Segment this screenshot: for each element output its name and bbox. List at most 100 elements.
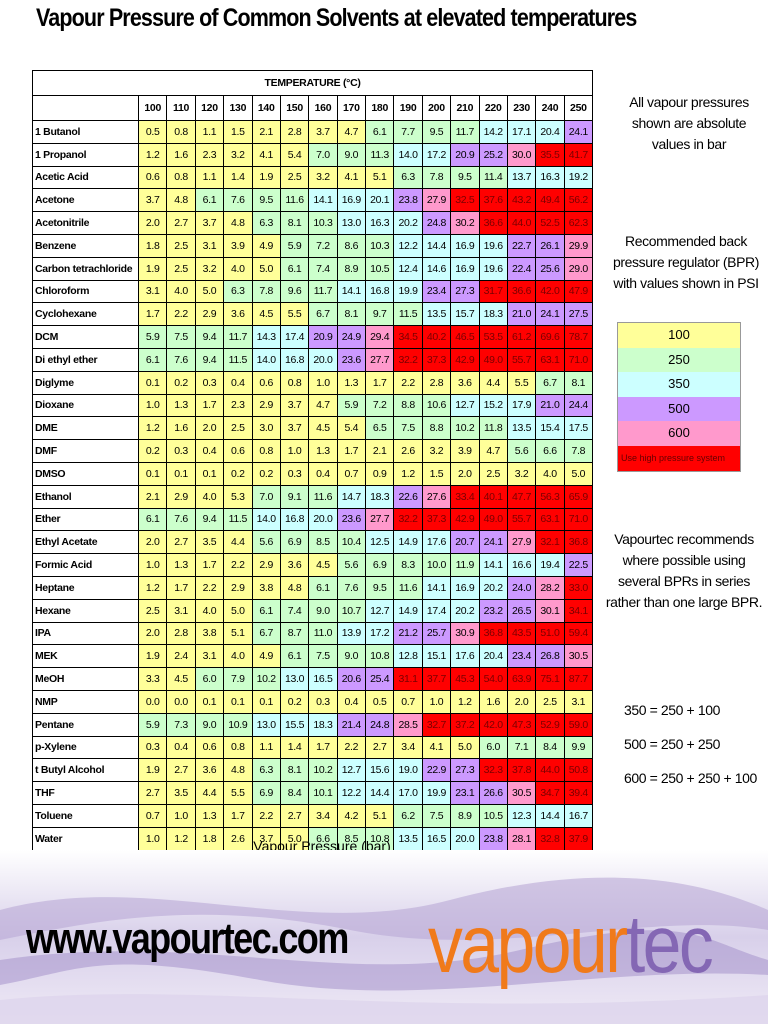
pressure-cell: 3.7 [279, 416, 310, 441]
pressure-cell: 9.6 [279, 279, 310, 304]
pressure-cell: 63.9 [506, 667, 537, 691]
pressure-cell: 0.2 [166, 370, 196, 395]
logo: vapourtec [428, 898, 714, 992]
pressure-cell: 42.9 [450, 347, 480, 372]
pressure-cell: 0.3 [194, 370, 225, 395]
pressure-cell: 29.9 [563, 233, 594, 258]
pressure-cell: 46.5 [450, 325, 480, 349]
pressure-cell: 47.7 [506, 484, 537, 509]
pressure-cell: 14.4 [421, 233, 452, 258]
pressure-cell: 0.1 [166, 461, 196, 486]
solvent-name: THF [32, 781, 139, 805]
solvent-name: MEK [32, 644, 139, 669]
pressure-cell: 30.5 [506, 781, 537, 805]
pressure-cell: 20.2 [478, 575, 508, 600]
pressure-cell: 0.1 [137, 370, 168, 395]
pressure-cell: 6.7 [308, 302, 338, 327]
pressure-cell: 5.0 [563, 461, 594, 486]
pressure-cell: 21.0 [535, 393, 565, 418]
pressure-cell: 16.8 [364, 279, 395, 304]
solvent-row: Acetic Acid 0.6 0.8 1.1 1.4 1.9 2.5 3.2 4.1 5.1 6.… [32, 165, 594, 190]
temperature: 100 [137, 95, 168, 121]
pressure-cell: 16.8 [279, 347, 310, 372]
pressure-cell: 14.1 [308, 188, 338, 213]
pressure-cell: 32.7 [421, 712, 452, 737]
pressure-cell: 32.2 [393, 347, 423, 372]
pressure-cell: 6.1 [364, 120, 395, 144]
pressure-cell: 7.5 [421, 803, 452, 828]
pressure-cell: 6.1 [137, 507, 168, 532]
pressure-cell: 2.9 [223, 575, 253, 600]
temperature: 210 [450, 95, 480, 121]
pressure-cell: 0.2 [223, 461, 253, 486]
logo-second: tec [625, 899, 714, 990]
pressure-cell: 1.2 [450, 689, 480, 714]
pressure-cell: 3.0 [251, 416, 281, 441]
solvent-row: Cyclohexane 1.7 2.2 2.9 3.6 4.5 5.5 6.7 8.1 9.7 11… [32, 302, 594, 327]
pressure-cell: 13.5 [421, 302, 452, 327]
solvent-name: Benzene [32, 233, 139, 258]
pressure-cell: 16.9 [450, 575, 480, 600]
pressure-cell: 8.1 [279, 758, 310, 783]
pressure-cell: 14.1 [336, 279, 367, 304]
solvent-row: DME 1.2 1.6 2.0 2.5 3.0 3.7 4.5 5.4 6.5 7.5 8.8 10.2… [32, 416, 594, 441]
pressure-cell: 47.9 [563, 279, 594, 304]
pressure-cell: 1.0 [166, 803, 196, 828]
pressure-cell: 3.6 [450, 370, 480, 395]
pressure-cell: 12.7 [336, 758, 367, 783]
pressure-cell: 9.0 [194, 712, 225, 737]
solvent-name: Formic Acid [32, 553, 139, 577]
pressure-cell: 33.4 [450, 484, 480, 509]
pressure-cell: 32.8 [535, 826, 565, 851]
pressure-cell: 2.7 [166, 758, 196, 783]
pressure-cell: 18.3 [478, 302, 508, 327]
pressure-cell: 0.4 [223, 370, 253, 395]
pressure-cell: 4.0 [535, 461, 565, 486]
pressure-cell: 14.4 [364, 781, 395, 805]
pressure-cell: 0.1 [251, 689, 281, 714]
solvent-name: DMSO [32, 461, 139, 486]
pressure-cell: 0.0 [137, 689, 168, 714]
pressure-cell: 42.9 [450, 507, 480, 532]
pressure-cell: 2.5 [478, 461, 508, 486]
solvent-row: 1 Propanol 1.2 1.6 2.3 3.2 4.1 5.4 7.0 9.0 11.3 14… [32, 142, 594, 167]
pressure-cell: 27.3 [450, 279, 480, 304]
pressure-cell: 9.7 [364, 302, 395, 327]
pressure-cell: 6.1 [308, 575, 338, 600]
pressure-cell: 25.7 [421, 621, 452, 646]
equation: 350 = 250 + 100 [624, 702, 720, 718]
pressure-cell: 5.0 [450, 735, 480, 760]
pressure-cell: 11.6 [308, 484, 338, 509]
solvent-row: Formic Acid 1.0 1.3 1.7 2.2 2.9 3.6 4.5 5.6 6.9 8.… [32, 553, 594, 577]
pressure-cell: 5.1 [223, 621, 253, 646]
legend: 100 250 350 500 600 Use high pressure system [617, 322, 741, 472]
pressure-cell: 13.5 [506, 416, 537, 441]
pressure-cell: 0.1 [137, 461, 168, 486]
pressure-cell: 3.1 [194, 644, 225, 669]
pressure-cell: 4.7 [478, 439, 508, 463]
pressure-cell: 4.5 [308, 416, 338, 441]
pressure-cell: 2.6 [393, 439, 423, 463]
pressure-cell: 14.7 [336, 484, 367, 509]
pressure-cell: 28.2 [535, 575, 565, 600]
pressure-cell: 6.1 [194, 188, 225, 213]
solvent-row: Dioxane 1.0 1.3 1.7 2.3 2.9 3.7 4.7 5.9 7.2 8.8 10.… [32, 393, 594, 418]
solvent-name: Acetone [32, 188, 139, 213]
pressure-cell: 5.6 [506, 439, 537, 463]
pressure-cell: 4.0 [194, 598, 225, 623]
temperature: 180 [364, 95, 395, 121]
pressure-cell: 2.5 [166, 233, 196, 258]
pressure-cell: 1.0 [137, 393, 168, 418]
pressure-cell: 71.0 [563, 507, 594, 532]
temperature: 240 [535, 95, 565, 121]
pressure-cell: 0.3 [279, 461, 310, 486]
pressure-cell: 6.1 [279, 256, 310, 281]
pressure-cell: 6.3 [393, 165, 423, 190]
pressure-cell: 69.6 [535, 325, 565, 349]
solvent-name: NMP [32, 689, 139, 714]
pressure-cell: 30.9 [450, 621, 480, 646]
pressure-cell: 6.3 [223, 279, 253, 304]
pressure-cell: 63.1 [535, 507, 565, 532]
pressure-cell: 0.8 [279, 370, 310, 395]
pressure-cell: 8.1 [336, 302, 367, 327]
